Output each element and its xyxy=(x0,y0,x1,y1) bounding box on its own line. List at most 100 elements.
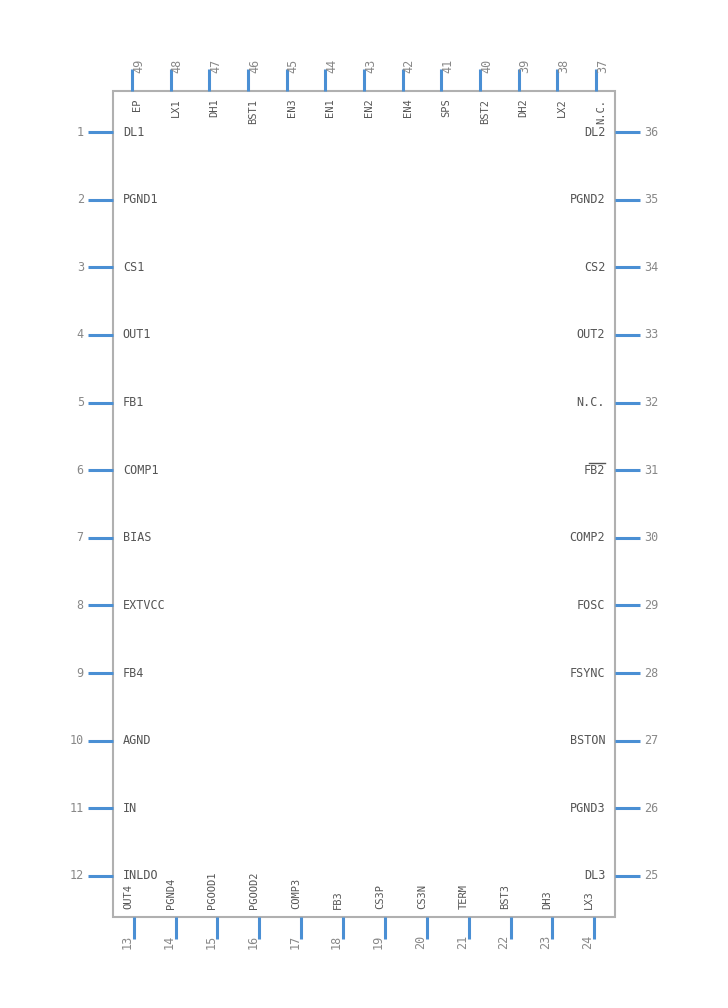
Text: TERM: TERM xyxy=(459,884,469,909)
Text: 11: 11 xyxy=(70,801,84,814)
Text: EN1: EN1 xyxy=(325,99,336,118)
Text: 45: 45 xyxy=(287,58,300,73)
Text: IN: IN xyxy=(123,801,137,814)
Text: 15: 15 xyxy=(205,935,218,950)
Text: AGND: AGND xyxy=(123,734,151,747)
Text: 3: 3 xyxy=(76,261,84,274)
Text: 37: 37 xyxy=(596,58,609,73)
Text: FB2: FB2 xyxy=(584,464,605,477)
Text: BST3: BST3 xyxy=(501,884,510,909)
Text: 43: 43 xyxy=(364,58,377,73)
Text: 7: 7 xyxy=(76,531,84,544)
Text: N.C.: N.C. xyxy=(596,99,606,124)
Text: OUT4: OUT4 xyxy=(124,884,134,909)
Text: EP: EP xyxy=(132,99,142,111)
Text: 30: 30 xyxy=(644,531,658,544)
Text: FSYNC: FSYNC xyxy=(569,666,605,679)
Text: LX2: LX2 xyxy=(557,99,567,118)
Text: 8: 8 xyxy=(76,599,84,612)
Text: FB3: FB3 xyxy=(333,890,343,909)
Text: FOSC: FOSC xyxy=(577,599,605,612)
Text: 17: 17 xyxy=(288,935,301,950)
Text: 38: 38 xyxy=(557,58,570,73)
Text: 35: 35 xyxy=(644,194,658,207)
Text: 26: 26 xyxy=(644,801,658,814)
Text: 46: 46 xyxy=(248,58,261,73)
Text: DH3: DH3 xyxy=(542,890,553,909)
Text: 41: 41 xyxy=(441,58,454,73)
Text: 10: 10 xyxy=(70,734,84,747)
Text: EN4: EN4 xyxy=(403,99,413,118)
Text: EN3: EN3 xyxy=(287,99,297,118)
Text: 29: 29 xyxy=(644,599,658,612)
Text: 13: 13 xyxy=(121,935,134,950)
Text: 9: 9 xyxy=(76,666,84,679)
Text: DL3: DL3 xyxy=(584,870,605,882)
Text: PGND3: PGND3 xyxy=(569,801,605,814)
Text: COMP3: COMP3 xyxy=(291,878,301,909)
Text: 44: 44 xyxy=(325,58,339,73)
Text: PGND2: PGND2 xyxy=(569,194,605,207)
Text: 18: 18 xyxy=(330,935,343,950)
Text: 40: 40 xyxy=(480,58,493,73)
Text: 27: 27 xyxy=(644,734,658,747)
Text: LX1: LX1 xyxy=(171,99,181,118)
Text: LX3: LX3 xyxy=(585,890,594,909)
Text: FB1: FB1 xyxy=(123,396,144,409)
Text: 36: 36 xyxy=(644,126,658,138)
Text: 39: 39 xyxy=(518,58,531,73)
Text: 25: 25 xyxy=(644,870,658,882)
Text: 5: 5 xyxy=(76,396,84,409)
Text: FB4: FB4 xyxy=(123,666,144,679)
Text: PGND4: PGND4 xyxy=(166,878,175,909)
Text: COMP1: COMP1 xyxy=(123,464,159,477)
Text: 24: 24 xyxy=(581,935,594,950)
Text: 32: 32 xyxy=(644,396,658,409)
Text: 49: 49 xyxy=(132,58,145,73)
Text: 4: 4 xyxy=(76,329,84,342)
Text: CS2: CS2 xyxy=(584,261,605,274)
Text: 19: 19 xyxy=(372,935,385,950)
Text: PGND1: PGND1 xyxy=(123,194,159,207)
Text: DH1: DH1 xyxy=(210,99,219,118)
Text: 47: 47 xyxy=(210,58,223,73)
Text: CS3N: CS3N xyxy=(417,884,427,909)
Text: COMP2: COMP2 xyxy=(569,531,605,544)
Text: PGOOD1: PGOOD1 xyxy=(207,872,218,909)
Text: SPS: SPS xyxy=(441,99,451,118)
Text: DH2: DH2 xyxy=(518,99,529,118)
Text: DL2: DL2 xyxy=(584,126,605,138)
Text: 1: 1 xyxy=(76,126,84,138)
Text: OUT1: OUT1 xyxy=(123,329,151,342)
Text: 14: 14 xyxy=(162,935,175,950)
Text: EN2: EN2 xyxy=(364,99,374,118)
Text: BST2: BST2 xyxy=(480,99,490,124)
Text: 42: 42 xyxy=(403,58,416,73)
Text: CS3P: CS3P xyxy=(375,884,385,909)
Text: INLDO: INLDO xyxy=(123,870,159,882)
Text: 6: 6 xyxy=(76,464,84,477)
Text: 16: 16 xyxy=(246,935,259,950)
Text: BIAS: BIAS xyxy=(123,531,151,544)
Text: BSTON: BSTON xyxy=(569,734,605,747)
Text: CS1: CS1 xyxy=(123,261,144,274)
Text: 34: 34 xyxy=(644,261,658,274)
Text: 48: 48 xyxy=(171,58,183,73)
Text: 31: 31 xyxy=(644,464,658,477)
Text: DL1: DL1 xyxy=(123,126,144,138)
Text: 20: 20 xyxy=(414,935,427,950)
Text: BST1: BST1 xyxy=(248,99,258,124)
Text: 28: 28 xyxy=(644,666,658,679)
Text: 12: 12 xyxy=(70,870,84,882)
Text: 21: 21 xyxy=(456,935,469,950)
Text: FB2: FB2 xyxy=(584,464,605,477)
Text: N.C.: N.C. xyxy=(577,396,605,409)
Bar xyxy=(113,91,615,917)
Text: 23: 23 xyxy=(539,935,553,950)
Text: 33: 33 xyxy=(644,329,658,342)
Text: 2: 2 xyxy=(76,194,84,207)
Text: PGOOD2: PGOOD2 xyxy=(250,872,259,909)
Text: OUT2: OUT2 xyxy=(577,329,605,342)
Text: EXTVCC: EXTVCC xyxy=(123,599,165,612)
Text: 22: 22 xyxy=(497,935,510,950)
